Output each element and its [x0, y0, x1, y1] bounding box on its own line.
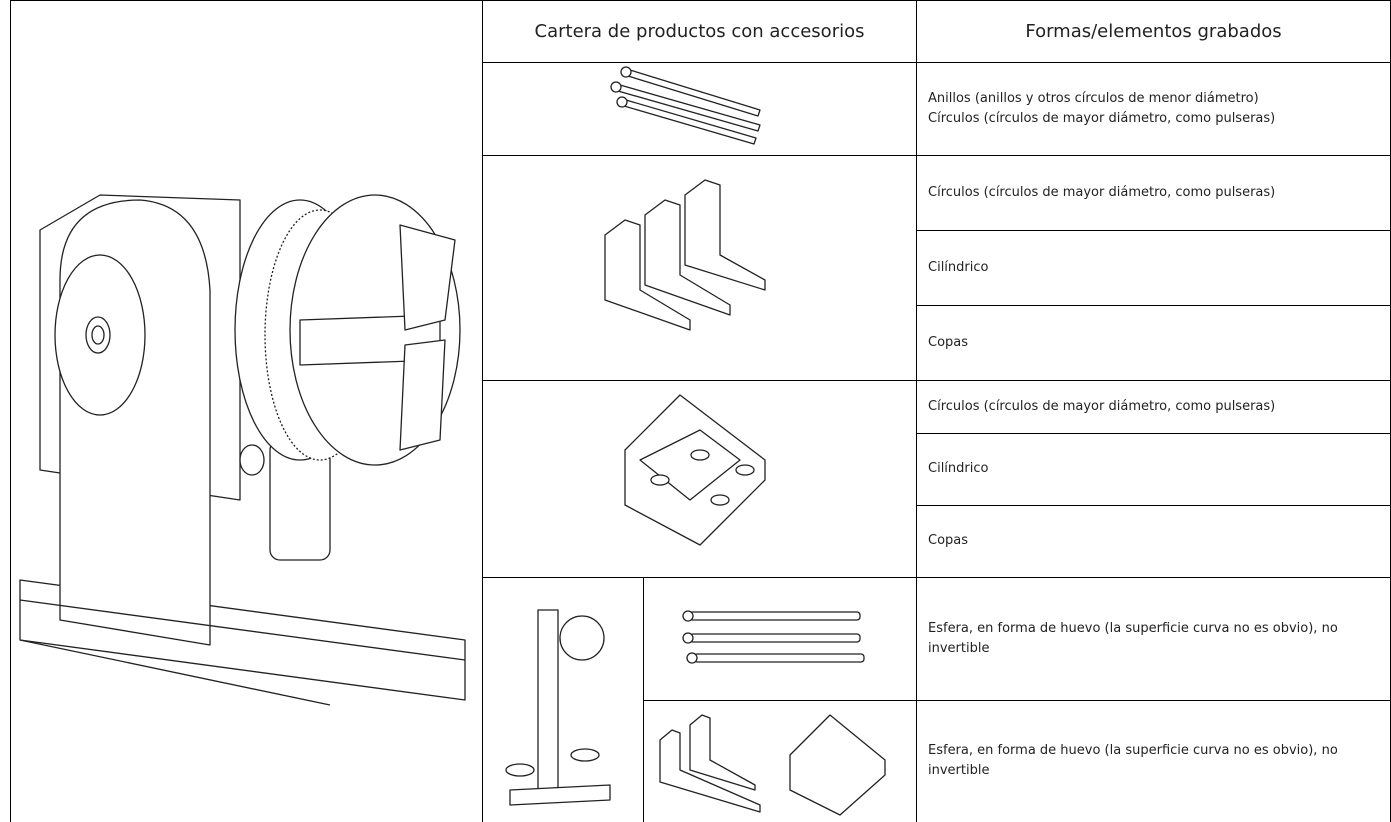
cell-text: Círculos (círculos de mayor diámetro, co… — [928, 110, 1276, 126]
cell-text: Copas — [928, 533, 969, 548]
shape-cell: Copas — [928, 305, 1348, 380]
shape-cell: Cilíndrico — [928, 230, 1348, 305]
shape-cell: Círculos (círculos de mayor diámetro, co… — [928, 155, 1348, 230]
blocks-small-image — [659, 714, 886, 816]
cell-text: Anillos (anillos y otros círculos de men… — [928, 90, 1259, 106]
pins-image — [610, 66, 761, 145]
cell-text: Círculos (círculos de mayor diámetro, co… — [928, 398, 1276, 414]
cell-text: Esfera, en forma de huevo (la superficie… — [928, 743, 1338, 778]
shape-cell: Esfera, en forma de huevo (la superficie… — [928, 577, 1348, 700]
step-blocks-image — [624, 394, 766, 546]
cell-text: Cilíndrico — [928, 461, 989, 476]
shape-cell: Copas — [928, 505, 1348, 577]
shape-cell: Esfera, en forma de huevo (la superficie… — [928, 700, 1348, 822]
stand-image — [505, 609, 611, 806]
cell-text: Cilíndrico — [928, 259, 989, 275]
cell-text: Esfera, en forma de huevo (la superficie… — [928, 620, 1338, 656]
shape-cell: Círculos (círculos de mayor diámetro, co… — [928, 380, 1348, 433]
cell-text: Copas — [928, 334, 969, 350]
rotary-illustration — [19, 194, 466, 706]
pins-small-image — [682, 610, 865, 664]
header-shapes: Formas/elementos grabados — [1025, 20, 1282, 42]
shape-cell: Cilíndrico — [928, 433, 1348, 505]
shape-cell: Anillos (anillos y otros círculos de men… — [928, 62, 1348, 155]
l-blocks-image — [604, 179, 766, 331]
cell-text: Círculos (círculos de mayor diámetro, co… — [928, 184, 1276, 200]
header-product: Cartera de productos con accesorios — [534, 20, 865, 42]
